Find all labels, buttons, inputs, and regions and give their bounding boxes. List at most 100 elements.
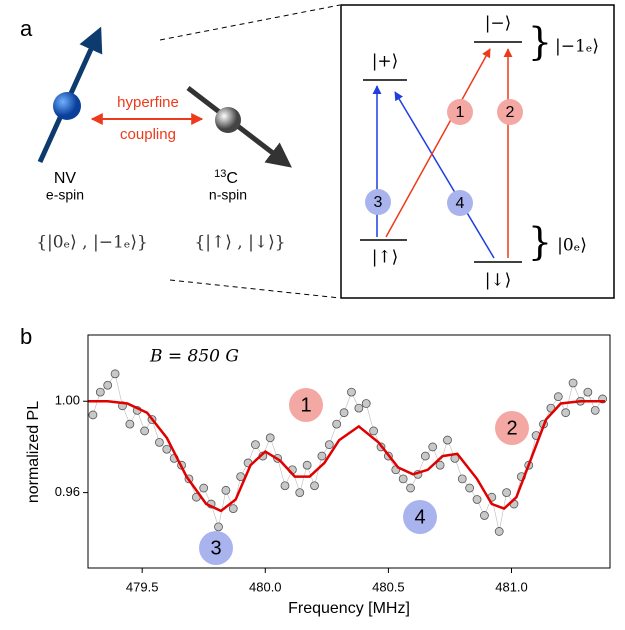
marker-label: 1 (300, 394, 311, 416)
panel-label: a (20, 16, 33, 41)
data-point (324, 440, 334, 450)
y-tick-label: 1.00 (55, 393, 80, 408)
data-point (465, 483, 475, 493)
data-point (443, 435, 452, 445)
nv-label: NV (54, 170, 77, 187)
data-point (251, 440, 260, 450)
marker-circle (497, 99, 523, 125)
level-box (340, 4, 615, 299)
data-point (553, 392, 563, 402)
x-axis-label: Frequency [MHz] (288, 600, 410, 617)
data-point (310, 481, 319, 491)
data-point (561, 408, 571, 418)
marker-circle (447, 99, 473, 125)
data-point (583, 387, 593, 397)
data-point (302, 460, 312, 470)
panel-label: b (20, 324, 32, 349)
y-axis-label: normalized PL (25, 401, 42, 503)
data-point (162, 444, 172, 454)
data-point (494, 527, 504, 536)
transition-arrow (394, 91, 495, 259)
x-tick-label: 480.5 (372, 579, 405, 594)
data-point (398, 474, 408, 484)
marker-circle (403, 500, 437, 534)
data-point (332, 419, 342, 429)
coupling-label: coupling (120, 126, 176, 143)
level-label: |−⟩ (485, 14, 512, 34)
data-point (406, 483, 415, 493)
data-point (502, 488, 511, 498)
data-point (420, 451, 430, 461)
data-point (339, 408, 349, 418)
data-point (265, 433, 275, 443)
marker-label: 3 (210, 537, 221, 559)
data-point (214, 522, 223, 532)
data-point (88, 410, 98, 420)
level-label: |↑⟩ (372, 248, 399, 268)
x-tick-label: 481.0 (495, 579, 528, 594)
zoom-line (159, 4, 341, 41)
x-tick-label: 479.5 (126, 579, 159, 594)
data-point (480, 511, 489, 520)
data-point (457, 474, 467, 484)
data-point (435, 460, 445, 470)
data-point (221, 485, 231, 495)
c13-label: 13C (214, 168, 238, 187)
marker-circle (495, 411, 529, 445)
marker-label: 4 (456, 195, 465, 212)
marker-circle (365, 189, 391, 215)
data-point (317, 451, 327, 461)
marker-label: 2 (506, 417, 517, 439)
data-point (369, 426, 379, 436)
data-point (280, 481, 290, 491)
data-point (228, 504, 238, 514)
marker-circle (199, 531, 233, 565)
data-point (361, 399, 371, 408)
data-point (125, 419, 135, 429)
zoom-line (169, 279, 341, 299)
e-spin-label: e-spin (46, 187, 84, 203)
nv-sphere (53, 92, 81, 120)
field-annotation: B = 850 G (149, 347, 239, 367)
data-point (103, 380, 113, 390)
mass-number: 13 (214, 168, 226, 180)
levels (360, 41, 522, 263)
data-point (155, 437, 164, 447)
level-labels: |+⟩ |−⟩ |↑⟩ |↓⟩ } } |−1ₑ⟩ |0ₑ⟩ (372, 14, 599, 291)
e-basis: {|0ₑ⟩ , |−1ₑ⟩} (36, 233, 148, 253)
brace: } (528, 20, 552, 64)
element: C (226, 170, 238, 187)
c13-sphere (215, 107, 241, 133)
hyperfine-label: hyperfine (117, 94, 179, 111)
marker-circle (447, 190, 473, 216)
marker-circle (289, 388, 323, 422)
n-basis: {|↑⟩ , |↓⟩} (194, 233, 285, 253)
data-point (568, 378, 578, 388)
marker-label: 3 (374, 194, 383, 211)
data-point (590, 405, 600, 415)
data-point (347, 387, 356, 397)
x-tick-label: 480.0 (249, 579, 282, 594)
marker-label: 2 (506, 104, 515, 121)
level-label: |↓⟩ (485, 271, 512, 291)
data-point (95, 387, 105, 397)
brace: } (528, 220, 552, 264)
data-point (295, 488, 305, 498)
data-point (199, 483, 209, 493)
transition-arrow (385, 48, 491, 238)
fit-line (88, 399, 606, 513)
n-spin-label: n-spin (209, 187, 247, 203)
plot-frame (87, 334, 611, 569)
transition-markers: 1 2 3 4 (365, 99, 523, 216)
data-point (140, 426, 150, 436)
marker-label: 1 (456, 104, 465, 121)
level-label: |+⟩ (372, 52, 399, 72)
data-point (472, 495, 482, 504)
data-point (110, 369, 120, 379)
y-tick-label: 0.96 (55, 484, 80, 499)
marker-label: 4 (414, 506, 425, 528)
data-point (428, 442, 438, 452)
manifold-label: |0ₑ⟩ (557, 236, 587, 256)
manifold-label: |−1ₑ⟩ (555, 37, 599, 57)
